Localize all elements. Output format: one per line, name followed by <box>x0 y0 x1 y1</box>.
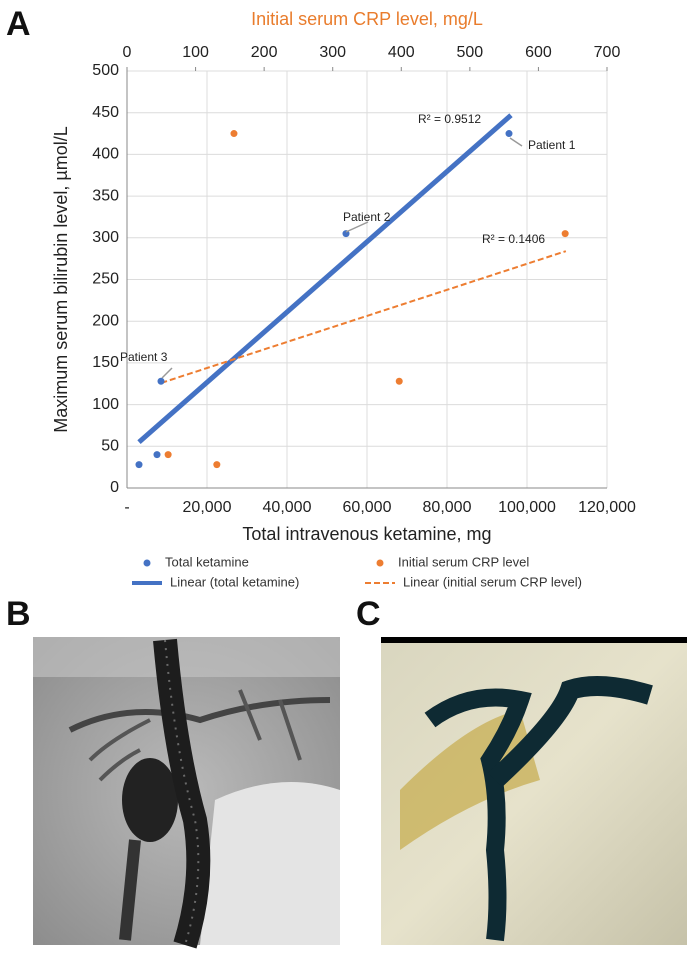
legend-marker <box>376 559 384 567</box>
legend-marker <box>143 559 151 567</box>
panel-label: A <box>6 5 31 43</box>
panel-label: B <box>6 595 31 633</box>
annotation: Patient 1 <box>528 138 576 152</box>
x2-tick-label: 700 <box>594 44 621 61</box>
y-axis-title: Maximum serum bilirubin level, µmol/L <box>51 126 71 432</box>
fluoroscopy-image <box>33 637 340 949</box>
x2-tick-label: 600 <box>525 44 552 61</box>
legend-label: Linear (total ketamine) <box>170 574 299 589</box>
data-point <box>157 377 165 385</box>
x2-tick-label: 400 <box>388 44 415 61</box>
y-tick-label: 50 <box>101 438 119 455</box>
y-tick-label: 450 <box>92 104 119 121</box>
x2-tick-label: 300 <box>319 44 346 61</box>
data-point <box>164 451 172 459</box>
data-point <box>153 451 161 459</box>
legend-label: Initial serum CRP level <box>398 554 529 569</box>
data-point <box>230 130 238 138</box>
x2-axis-title: Initial serum CRP level, mg/L <box>251 9 483 29</box>
x-tick-label: - <box>124 499 129 516</box>
x-axis-title: Total intravenous ketamine, mg <box>242 524 491 544</box>
x2-tick-label: 200 <box>251 44 278 61</box>
y-tick-label: 0 <box>110 479 119 496</box>
specimen-photo <box>381 637 687 945</box>
leader-line <box>345 221 369 233</box>
annotation: R² = 0.1406 <box>482 232 545 246</box>
y-tick-label: 500 <box>92 62 119 79</box>
x2-tick-label: 500 <box>457 44 484 61</box>
x-tick-label: 40,000 <box>263 499 312 516</box>
x-tick-label: 120,000 <box>578 499 636 516</box>
leader-line <box>509 137 523 147</box>
x-tick-label: 60,000 <box>343 499 392 516</box>
legend-label: Total ketamine <box>165 554 249 569</box>
y-tick-label: 250 <box>92 271 119 288</box>
legend-label: Linear (initial serum CRP level) <box>403 574 582 589</box>
data-point <box>213 461 221 469</box>
x-tick-label: 20,000 <box>183 499 232 516</box>
x-tick-label: 80,000 <box>423 499 472 516</box>
x2-tick-label: 0 <box>123 44 132 61</box>
y-tick-label: 400 <box>92 146 119 163</box>
data-point <box>505 130 513 138</box>
annotation: Patient 3 <box>120 350 168 364</box>
panel-label: C <box>356 595 381 633</box>
x-tick-label: 100,000 <box>498 499 556 516</box>
trendline <box>137 113 513 445</box>
y-tick-label: 150 <box>92 354 119 371</box>
data-point <box>395 377 403 385</box>
annotation: R² = 0.9512 <box>418 112 481 126</box>
annotation: Patient 2 <box>343 210 391 224</box>
data-point <box>561 230 569 238</box>
y-tick-label: 100 <box>92 396 119 413</box>
trendline <box>160 250 567 384</box>
y-tick-label: 300 <box>92 229 119 246</box>
y-tick-label: 200 <box>92 312 119 329</box>
x2-tick-label: 100 <box>182 44 209 61</box>
leader-line <box>161 367 173 379</box>
data-point <box>135 461 143 469</box>
y-tick-label: 350 <box>92 187 119 204</box>
